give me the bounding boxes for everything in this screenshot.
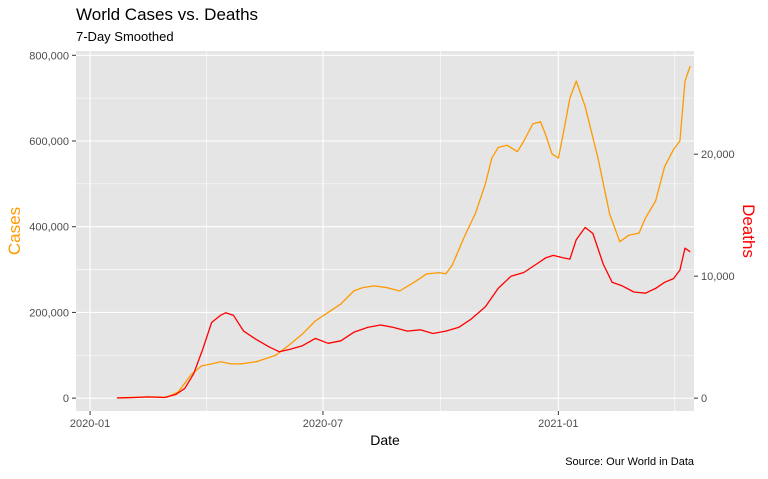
left-tick-label: 800,000: [29, 50, 69, 62]
left-tick-label: 400,000: [29, 222, 69, 234]
plot-background: [76, 51, 694, 411]
left-axis-ticks: 0 200,000 400,000 600,000 800,000: [29, 50, 76, 405]
grid-lines: [76, 51, 694, 411]
right-tick-label: 0: [701, 393, 707, 405]
x-tick-label: 2020-07: [303, 418, 343, 430]
left-axis-label: Cases: [5, 207, 24, 255]
left-tick-label: 200,000: [29, 307, 69, 319]
chart-subtitle: 7-Day Smoothed: [76, 29, 174, 44]
cases-line: [116, 65, 691, 399]
x-axis-label: Date: [370, 432, 400, 448]
right-tick-label: 10,000: [701, 271, 735, 283]
right-axis-ticks: 0 10,000 20,000: [694, 149, 735, 405]
series-lines: [116, 65, 691, 399]
right-axis-label: Deaths: [739, 204, 758, 258]
deaths-line: [116, 226, 691, 399]
x-axis-ticks: 2020-01 2020-07 2021-01: [70, 411, 579, 430]
x-tick-label: 2020-01: [70, 418, 110, 430]
x-tick-label: 2021-01: [538, 418, 578, 430]
right-tick-label: 20,000: [701, 149, 735, 161]
left-tick-label: 600,000: [29, 136, 69, 148]
chart-caption: Source: Our World in Data: [565, 456, 695, 468]
plot-panel: [76, 51, 694, 411]
chart-title: World Cases vs. Deaths: [76, 5, 258, 24]
left-tick-label: 0: [63, 393, 69, 405]
